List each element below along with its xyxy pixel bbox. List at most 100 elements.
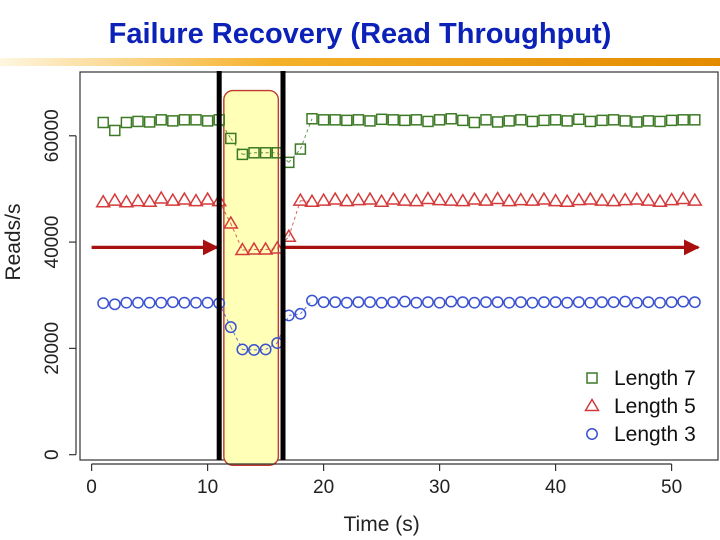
data-point [468, 116, 481, 129]
data-point [236, 343, 249, 356]
connector-segment [300, 200, 313, 203]
data-point [561, 296, 574, 309]
data-point [130, 193, 146, 207]
data-point [317, 296, 330, 309]
data-point [385, 191, 402, 205]
legend-label: Length 3 [614, 423, 696, 446]
data-point [468, 296, 481, 309]
data-point [118, 194, 135, 208]
x-tick-label: 40 [545, 477, 566, 498]
data-point [132, 115, 144, 128]
x-tick-label: 30 [429, 477, 450, 498]
data-point [572, 296, 585, 309]
data-point [188, 193, 204, 207]
data-point [584, 115, 597, 128]
y-axis: 0 20000 40000 60000 [42, 109, 77, 460]
data-point [480, 296, 492, 309]
data-point [573, 113, 585, 126]
data-point [688, 296, 701, 309]
data-point [596, 296, 608, 309]
data-point [410, 114, 423, 126]
data-point [259, 343, 272, 356]
data-point [466, 191, 483, 205]
legend-marker [586, 372, 598, 384]
data-point [561, 115, 573, 127]
x-tick-label: 20 [313, 477, 334, 498]
legend-label: Length 7 [614, 367, 696, 390]
data-point [108, 298, 121, 311]
data-point [399, 114, 411, 127]
connector-segment [288, 148, 301, 163]
data-point [248, 344, 260, 356]
slide-title: Failure Recovery (Read Throughput) [108, 18, 612, 50]
data-point [422, 296, 434, 309]
data-point [457, 114, 469, 127]
data-point [654, 296, 666, 309]
data-point [559, 193, 576, 207]
data-point [445, 113, 457, 125]
title-underline [0, 58, 720, 66]
data-point [143, 296, 156, 309]
data-point [190, 296, 202, 309]
data-point [515, 114, 527, 126]
data-point [433, 114, 446, 126]
data-point [97, 297, 110, 310]
data-point [665, 296, 678, 309]
data-point [677, 295, 690, 308]
data-point [222, 215, 239, 229]
data-point [178, 296, 191, 309]
y-axis-label: Reads/s [2, 204, 25, 281]
data-point [292, 192, 309, 206]
data-point [315, 192, 332, 206]
data-point [269, 240, 286, 254]
data-point [317, 114, 330, 126]
data-point [491, 296, 504, 309]
data-point [617, 192, 634, 206]
data-point [663, 192, 680, 206]
data-point [199, 191, 216, 205]
data-point [665, 114, 678, 127]
connector-segment [218, 119, 232, 139]
data-point [155, 296, 168, 309]
x-tick-label: 0 [86, 477, 97, 498]
data-point [491, 116, 504, 128]
data-point [398, 295, 411, 308]
data-point [387, 114, 399, 126]
data-point [120, 116, 133, 129]
data-point [153, 190, 170, 204]
data-point [106, 192, 123, 206]
y-tick-label: 60000 [42, 109, 63, 162]
failure-lines [216, 71, 286, 460]
data-point [443, 192, 460, 206]
data-point [422, 115, 434, 128]
data-point [408, 193, 425, 207]
data-point [547, 193, 564, 207]
data-point [167, 115, 179, 127]
data-point [340, 296, 353, 309]
data-point [294, 307, 307, 320]
legend: Length 7 Length 5 Length 3 [584, 367, 696, 446]
connector-segment [253, 348, 266, 351]
data-point [433, 296, 446, 309]
connector-segment [265, 342, 278, 350]
data-point [549, 114, 562, 126]
data-point [410, 296, 423, 309]
connector-segment [288, 200, 301, 237]
data-point [489, 191, 506, 205]
data-point [480, 114, 492, 126]
x-axis: 0 10 20 30 40 50 [86, 463, 682, 498]
data-point [341, 114, 353, 127]
data-point [501, 193, 518, 207]
data-point [607, 114, 620, 126]
data-point [176, 191, 193, 205]
data-point [538, 114, 550, 127]
data-point [619, 295, 632, 308]
data-point [304, 193, 320, 207]
data-point [375, 296, 388, 309]
plot-frame [79, 71, 719, 461]
legend-label: Length 5 [614, 395, 696, 418]
data-point [642, 115, 655, 127]
data-point [607, 296, 620, 309]
legend-marker [586, 428, 598, 440]
data-point [306, 113, 318, 125]
